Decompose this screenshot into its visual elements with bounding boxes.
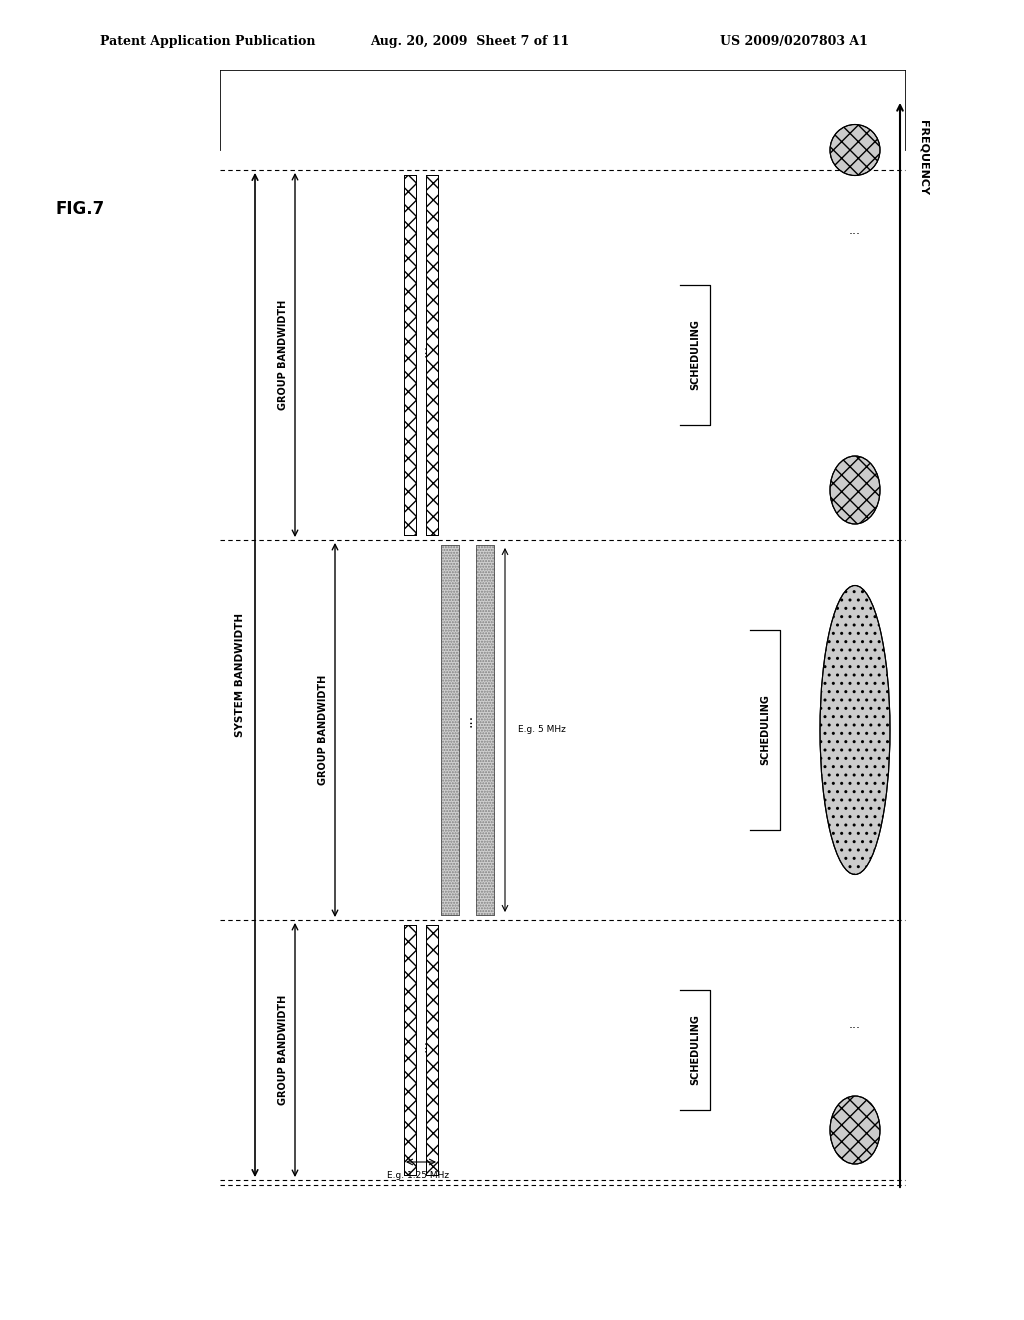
Ellipse shape bbox=[820, 586, 890, 874]
Text: GROUP BANDWIDTH: GROUP BANDWIDTH bbox=[278, 995, 288, 1105]
Bar bbox=[404, 176, 416, 535]
Text: Aug. 20, 2009  Sheet 7 of 11: Aug. 20, 2009 Sheet 7 of 11 bbox=[370, 36, 569, 48]
Text: Patent Application Publication: Patent Application Publication bbox=[100, 36, 315, 48]
Text: GROUP BANDWIDTH: GROUP BANDWIDTH bbox=[278, 300, 288, 411]
Text: SCHEDULING: SCHEDULING bbox=[690, 1015, 700, 1085]
Bar bbox=[426, 925, 438, 1175]
Bar bbox=[441, 545, 459, 915]
Text: E.g. 1.25 MHz: E.g. 1.25 MHz bbox=[387, 1171, 450, 1180]
Text: ...: ... bbox=[461, 713, 474, 726]
Text: SCHEDULING: SCHEDULING bbox=[690, 319, 700, 391]
Bar bbox=[476, 545, 494, 915]
Ellipse shape bbox=[830, 455, 880, 524]
Text: SCHEDULING: SCHEDULING bbox=[760, 694, 770, 766]
Text: ...: ... bbox=[415, 1039, 429, 1052]
Ellipse shape bbox=[830, 1096, 880, 1164]
Text: GROUP BANDWIDTH: GROUP BANDWIDTH bbox=[318, 675, 328, 785]
Bar bbox=[404, 176, 416, 535]
Text: ...: ... bbox=[849, 1018, 861, 1031]
Bar bbox=[441, 545, 459, 915]
Bar bbox=[426, 176, 438, 535]
Text: SYSTEM BANDWIDTH: SYSTEM BANDWIDTH bbox=[234, 612, 245, 737]
Bar bbox=[404, 925, 416, 1175]
Text: US 2009/0207803 A1: US 2009/0207803 A1 bbox=[720, 36, 868, 48]
Text: FREQUENCY: FREQUENCY bbox=[918, 120, 928, 195]
Text: E.g. 5 MHz: E.g. 5 MHz bbox=[518, 726, 566, 734]
Ellipse shape bbox=[830, 124, 880, 176]
Bar bbox=[426, 925, 438, 1175]
Text: FIG.7: FIG.7 bbox=[55, 201, 104, 218]
Text: ...: ... bbox=[849, 223, 861, 236]
Text: ...: ... bbox=[415, 343, 429, 356]
Bar bbox=[404, 925, 416, 1175]
Bar bbox=[426, 176, 438, 535]
Bar bbox=[476, 545, 494, 915]
